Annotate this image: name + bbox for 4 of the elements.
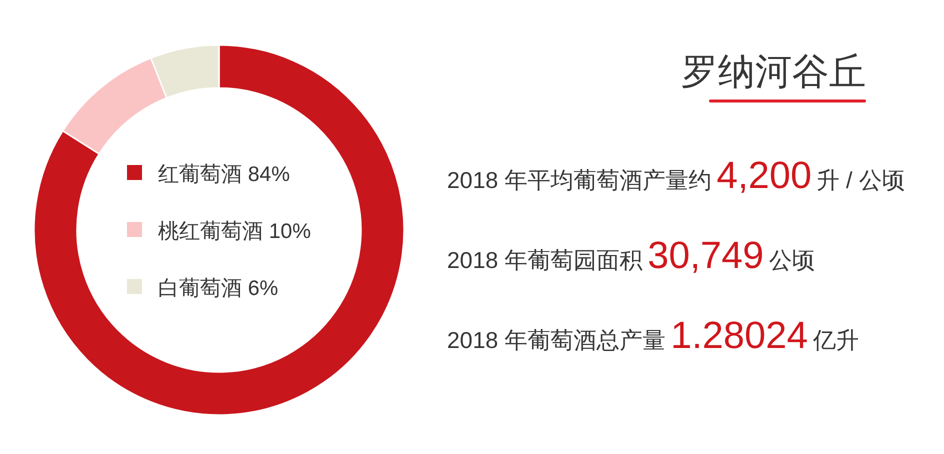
legend-label: 桃红葡萄酒 10% [158,220,311,243]
legend-label: 红葡萄酒 84% [158,163,290,186]
legend-label: 白葡萄酒 6% [158,277,278,300]
text: 罗纳河谷丘 [681,51,866,92]
